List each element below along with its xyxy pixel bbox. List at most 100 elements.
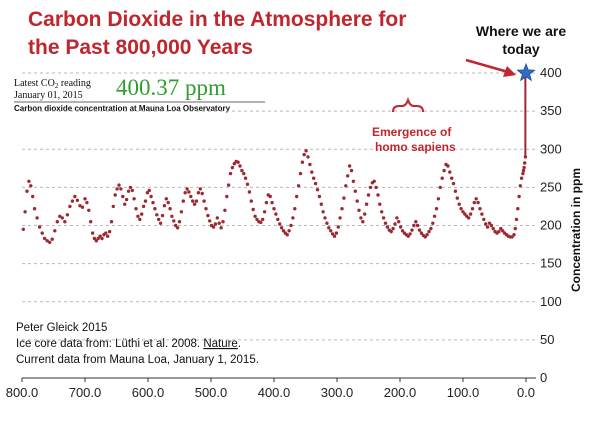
data-point [381, 216, 386, 220]
data-point [119, 187, 123, 191]
data-points [21, 149, 528, 244]
data-point [497, 229, 501, 234]
data-point [432, 214, 437, 218]
data-point [521, 168, 526, 173]
latest-reading-value: 400.37 ppm [116, 75, 226, 100]
data-point [340, 207, 344, 211]
data-point [189, 194, 193, 199]
data-point [470, 207, 475, 211]
data-point [304, 149, 308, 153]
data-point [306, 155, 310, 159]
data-point [151, 200, 155, 205]
data-point [353, 189, 357, 193]
data-point [438, 185, 442, 190]
data-point [92, 236, 97, 241]
data-point [397, 220, 401, 224]
data-point [80, 205, 85, 209]
data-point [398, 225, 403, 229]
data-point [192, 202, 197, 206]
y-tick-label-100: 100 [540, 294, 562, 309]
data-point [364, 202, 369, 206]
data-point [221, 220, 225, 224]
data-point [206, 213, 210, 218]
data-point [419, 231, 424, 235]
data-point [459, 207, 463, 211]
data-point [100, 236, 104, 241]
data-point [491, 226, 495, 231]
data-point [408, 232, 412, 236]
data-point [514, 217, 519, 222]
data-point [183, 191, 187, 195]
data-point [107, 229, 112, 234]
data-point [484, 222, 488, 226]
data-point [48, 240, 52, 244]
credit-author: Peter Gleick 2015 [16, 322, 107, 334]
data-point [453, 189, 458, 193]
x-tick-label-800: 800.0 [6, 385, 39, 400]
x-tick-label-600: 600.0 [132, 385, 165, 400]
data-point [519, 176, 524, 180]
data-point [251, 207, 255, 212]
data-point [153, 207, 157, 211]
y-tick-label-250: 250 [540, 179, 562, 194]
data-point [487, 221, 492, 225]
data-point [446, 164, 450, 168]
y-tick-label-400: 400 [540, 65, 562, 80]
data-point [501, 229, 505, 233]
data-point [523, 161, 527, 165]
data-point [334, 231, 339, 235]
data-point [240, 168, 244, 173]
x-tick-label-400: 400.0 [258, 385, 291, 400]
data-point [87, 208, 91, 212]
data-point [376, 193, 380, 197]
data-point [158, 221, 163, 225]
data-point [136, 214, 140, 218]
data-point [361, 220, 365, 224]
data-point [29, 184, 33, 188]
emergence-label-line-1: Emergence of [372, 125, 452, 139]
data-point [261, 217, 265, 222]
data-point [25, 189, 29, 193]
x-tick-label-300: 300.0 [321, 385, 354, 400]
data-point [32, 207, 37, 211]
data-point [336, 225, 340, 229]
data-point [499, 226, 503, 231]
data-point [255, 217, 259, 222]
data-point [242, 171, 246, 176]
data-point [425, 233, 429, 237]
data-point [123, 202, 127, 206]
data-point [37, 225, 42, 229]
data-point [243, 176, 248, 180]
data-point [204, 207, 208, 211]
data-point [489, 223, 494, 228]
y-tick-label-150: 150 [540, 256, 562, 271]
data-point [385, 225, 390, 229]
data-point [310, 170, 314, 174]
data-point [177, 220, 182, 224]
data-point [217, 221, 221, 225]
latest-reading-date: January 01, 2015 [14, 90, 83, 101]
data-point [431, 221, 435, 225]
today-arrow [465, 58, 516, 77]
data-point [85, 200, 89, 205]
today-label-line-1: Where we are [476, 23, 566, 39]
data-point [423, 235, 427, 239]
data-point [389, 229, 393, 234]
data-point [98, 234, 102, 238]
data-point [145, 191, 150, 195]
data-point [272, 207, 276, 211]
data-point [230, 165, 235, 170]
data-point [109, 220, 114, 224]
data-point [75, 198, 80, 202]
data-point [198, 187, 202, 191]
data-point [89, 220, 93, 224]
data-point [291, 216, 295, 220]
data-point [330, 232, 335, 236]
data-point [296, 184, 301, 188]
data-point [274, 212, 278, 216]
data-point [149, 194, 153, 199]
data-point [270, 200, 274, 205]
data-point [512, 233, 516, 237]
data-point [147, 188, 151, 193]
